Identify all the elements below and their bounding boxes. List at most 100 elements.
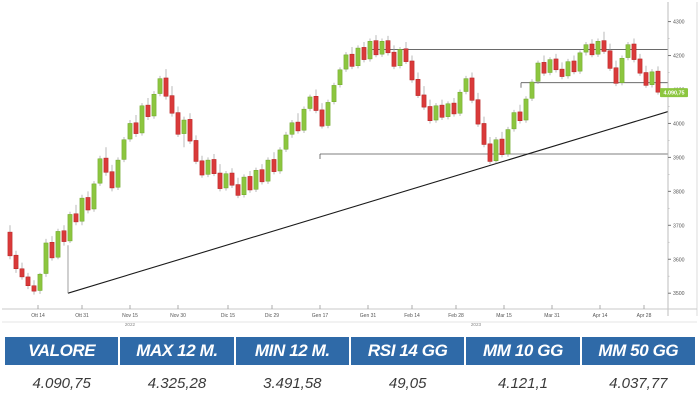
candle-body: [595, 41, 601, 55]
date-tick-label: Dic 15: [221, 313, 235, 319]
candle-body: [451, 102, 457, 115]
candle-body: [109, 171, 115, 189]
price-tick-label: 4000: [673, 121, 685, 127]
candle-body: [247, 176, 253, 191]
candle-body: [373, 40, 379, 56]
candle-body: [547, 59, 553, 73]
candle-body: [175, 112, 181, 135]
candle-body: [517, 111, 523, 121]
candle-body: [265, 159, 271, 182]
candle-body: [25, 276, 31, 286]
candle-body: [229, 172, 235, 186]
price-tick-label: 3900: [673, 155, 685, 161]
candle-body: [397, 49, 403, 66]
price-tick-label: 4200: [673, 54, 685, 60]
candle-body: [193, 140, 199, 162]
candle-body: [577, 52, 583, 72]
candle-body: [115, 159, 121, 188]
candle-body: [475, 99, 481, 125]
date-tick-label: Apr 28: [637, 313, 652, 319]
date-tick-label: Ott 14: [31, 313, 45, 319]
stats-header-max-12m: MAX 12 M.: [119, 336, 235, 366]
candle-body: [631, 43, 637, 60]
candle-body: [619, 58, 625, 83]
candle-body: [19, 268, 25, 278]
candlestick-chart-panel[interactable]: 3500360037003800390040004100420043004.09…: [0, 0, 700, 332]
candle-body: [325, 102, 331, 126]
stats-header-mm-10gg: MM 10 GG: [465, 336, 581, 366]
candle-body: [391, 51, 397, 67]
candle-body: [73, 213, 79, 223]
current-price-tag[interactable]: [660, 88, 688, 98]
candle-body: [511, 112, 517, 130]
candle-body: [409, 60, 415, 81]
candle-body: [457, 91, 463, 114]
candle-body: [505, 129, 511, 155]
candle-body: [151, 93, 157, 117]
stats-value-row: 4.090,75 4.325,28 3.491,58 49,05 4.121,1 4.03…: [4, 368, 696, 398]
candle-body: [367, 41, 373, 60]
candle-body: [553, 58, 559, 71]
candle-body: [487, 143, 493, 162]
price-tick-label: 3700: [673, 223, 685, 229]
candle-body: [205, 159, 211, 175]
candle-body: [91, 183, 97, 210]
candle-body: [13, 254, 19, 270]
date-tick-label: Nov 15: [122, 313, 138, 319]
candle-body: [583, 44, 589, 53]
candle-body: [235, 184, 241, 196]
stats-value-mm-10gg-value: 4.121,1: [465, 368, 581, 398]
date-tick-label: Gen 31: [360, 313, 377, 319]
candle-body: [529, 81, 535, 99]
price-tick-label: 3600: [673, 257, 685, 263]
candle-body: [469, 77, 475, 101]
candle-body: [199, 160, 205, 176]
date-tick-label: Feb 14: [404, 313, 420, 319]
candle-body: [535, 62, 541, 82]
candle-body: [601, 40, 607, 52]
candle-body: [283, 134, 289, 150]
candle-body: [565, 61, 571, 77]
candle-body: [637, 58, 643, 74]
candle-body: [403, 48, 409, 62]
candle-body: [649, 71, 655, 85]
candle-body: [7, 231, 13, 257]
candle-series: [7, 31, 661, 295]
candle-body: [355, 47, 361, 66]
candle-body: [655, 70, 661, 93]
candle-body: [415, 79, 421, 96]
candle-body: [379, 41, 385, 55]
candle-body: [445, 103, 451, 117]
candle-body: [49, 242, 55, 259]
date-tick-label: Nov 30: [170, 313, 186, 319]
candle-body: [361, 47, 367, 60]
candle-body: [607, 50, 613, 69]
candle-body: [121, 139, 127, 160]
price-tick-label: 3500: [673, 291, 685, 297]
candle-body: [559, 68, 565, 77]
candle-body: [301, 108, 307, 131]
candle-body: [295, 121, 301, 132]
candle-body: [277, 149, 283, 172]
candle-body: [613, 67, 619, 84]
date-tick-label: Dic 29: [265, 313, 279, 319]
candle-body: [625, 44, 631, 58]
stats-header-rsi-14gg: RSI 14 GG: [349, 336, 466, 366]
candle-body: [493, 139, 499, 162]
stats-header-row: VALORE MAX 12 M. MIN 12 M. RSI 14 GG MM 10 G…: [4, 336, 696, 366]
candle-body: [253, 170, 259, 190]
date-tick-label: Gen 17: [312, 313, 329, 319]
candle-body: [223, 173, 229, 189]
year-marker-label: 2023: [471, 322, 482, 327]
candle-body: [85, 197, 91, 211]
candle-body: [433, 105, 439, 121]
chart-svg[interactable]: 3500360037003800390040004100420043004.09…: [0, 0, 700, 332]
candle-body: [337, 69, 343, 85]
price-tick-label: 3800: [673, 189, 685, 195]
candle-body: [127, 123, 133, 140]
candle-body: [589, 43, 595, 56]
candle-body: [319, 109, 325, 127]
stats-header-min-12m: MIN 12 M.: [234, 336, 350, 366]
date-tick-label: Mar 31: [544, 313, 560, 319]
